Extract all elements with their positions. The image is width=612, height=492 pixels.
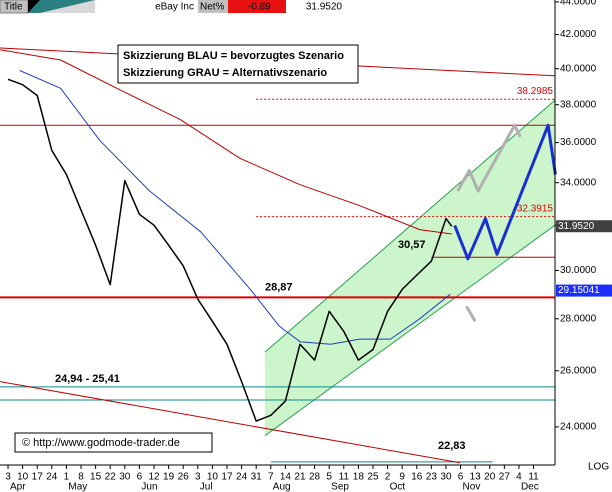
header-title: Title [4,2,23,13]
month-label: Jun [141,482,157,492]
x-tick-label: 19 [163,472,175,483]
y-tick-label: 44.0000 [560,0,597,8]
scale-label: LOG [588,462,609,473]
month-label: Sep [331,482,349,492]
x-tick-label: 16 [411,472,423,483]
x-tick-label: 10 [207,472,219,483]
x-tick-label: 18 [353,472,365,483]
x-tick-label: 3 [195,472,201,483]
x-tick-label: 3 [5,472,11,483]
header-symbol-box [95,0,198,13]
x-tick-label: 30 [119,472,131,483]
x-tick-label: 13 [470,472,482,483]
header-change: -0.89 [248,2,271,13]
y-tick-label: 34.0000 [560,177,597,188]
x-tick-label: 21 [294,472,306,483]
y-tick-label: 26.0000 [560,365,597,376]
x-tick-label: 11 [528,472,539,483]
x-tick-label: 30 [440,472,452,483]
y-tick-label: 38.0000 [560,99,597,110]
x-tick-label: 12 [148,472,160,483]
level-label: 28,87 [265,281,293,293]
moving-average [19,70,451,345]
y-tick-label: 36.0000 [560,137,597,148]
scenario-path [456,123,522,193]
header-change-label: Net% [200,2,225,13]
copyright: © http://www.godmode-trader.de [22,437,180,449]
y-tick-label: 30.0000 [560,265,597,276]
header-last: 31.9520 [306,2,343,13]
trend-line [0,381,461,464]
legend-box [117,44,359,84]
y-tick-label: 40.0000 [560,63,597,74]
x-tick-label: 2 [385,472,391,483]
y-tick-label: 42.0000 [560,29,597,40]
x-tick-label: 28 [309,472,321,483]
legend-text: Skizzierung BLAU = bevorzugtes Szenario [123,50,344,62]
header-decor [28,0,40,13]
month-label: Aug [273,482,291,492]
header-decor [28,0,95,13]
price-line [7,78,453,422]
x-tick-label: 24 [236,472,248,483]
legend-text: Skizzierung GRAU = Alternativszenario [123,67,327,79]
month-label: Jul [200,482,213,492]
header-change-box [228,0,286,13]
price-tag [556,220,612,233]
level-label: 32.3915 [517,203,554,214]
month-label: Dec [521,482,539,492]
x-tick-label: 22 [105,472,117,483]
level-label: 30,57 [398,239,426,251]
scenario-path [453,123,557,261]
x-tick-label: 9 [399,472,405,483]
level-label: 22,83 [438,440,466,452]
x-tick-label: 26 [178,472,190,483]
x-tick-label: 6 [137,472,143,483]
x-tick-label: 8 [78,472,84,483]
month-label: Oct [390,482,406,492]
x-tick-label: 31 [251,472,263,483]
price-tag-label: 31.9520 [558,221,595,232]
x-tick-label: 25 [367,472,379,483]
y-tick-label: 28.0000 [560,313,597,324]
price-tag-label: 29.15041 [558,285,600,296]
level-label: 38.2985 [517,86,554,97]
header-label-box [198,0,228,13]
x-tick-label: 5 [326,472,332,483]
x-tick-label: 17 [221,472,233,483]
moving-average [0,49,452,235]
x-tick-label: 11 [339,472,350,483]
header-last-box [286,0,368,13]
x-tick-label: 20 [484,472,496,483]
x-tick-label: 15 [90,472,102,483]
x-tick-label: 1 [64,472,70,483]
x-tick-label: 4 [516,472,522,483]
x-tick-label: 17 [32,472,44,483]
channel-edge [264,224,556,437]
scenario-path [465,305,477,323]
x-tick-label: 23 [426,472,438,483]
month-label: May [68,482,87,492]
x-tick-label: 27 [499,472,511,483]
x-tick-label: 10 [17,472,29,483]
x-tick-label: 24 [46,472,58,483]
x-tick-label: 14 [280,472,292,483]
header-symbol: eBay Inc [155,2,194,13]
zone-label: 24,94 - 25,41 [55,373,120,385]
y-tick-label: 24.0000 [560,422,597,433]
price-tag [556,284,612,297]
month-label: Nov [463,482,481,492]
x-tick-label: 7 [268,472,274,483]
plot-area: 24,94 - 25,41 28,87 30,57 22,83 38.2985 32.39… [0,47,557,464]
copyright-box [14,432,213,453]
x-tick-label: 6 [458,472,464,483]
month-label: Apr [10,482,26,492]
